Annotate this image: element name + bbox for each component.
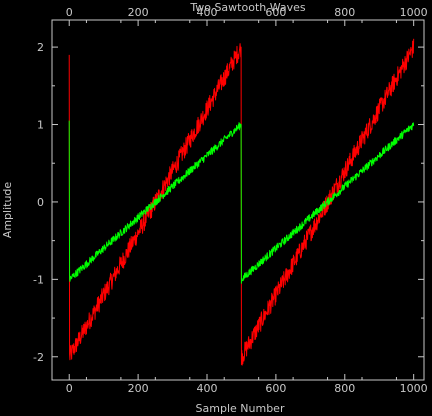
chart-title: Two Sawtooth Waves xyxy=(189,1,306,14)
y-tick-label: 1 xyxy=(37,119,44,132)
x-axis-label: Sample Number xyxy=(196,402,285,415)
x-tick-label-top: 200 xyxy=(128,6,149,19)
series-line-1 xyxy=(68,38,415,366)
y-axis-label: Amplitude xyxy=(1,182,14,239)
x-tick-label-top: 0 xyxy=(66,6,73,19)
x-tick-label-top: 400 xyxy=(197,6,218,19)
x-tick-label-bottom: 1000 xyxy=(400,382,428,395)
x-tick-label-top: 800 xyxy=(334,6,355,19)
series-layer xyxy=(68,38,415,366)
x-tick-label-bottom: 800 xyxy=(334,382,355,395)
y-tick-label: 0 xyxy=(37,196,44,209)
x-tick-label-bottom: 400 xyxy=(197,382,218,395)
plot-frame xyxy=(51,19,425,381)
x-tick-label-bottom: 200 xyxy=(128,382,149,395)
axis-layer: 0 0 200 200 400 400 600 600 800 800 1000 1000 -2 -1 0 1… xyxy=(33,6,428,395)
x-tick-label-bottom: 0 xyxy=(66,382,73,395)
y-tick-label: 2 xyxy=(37,41,44,54)
series-line-2 xyxy=(68,120,415,284)
x-tick-label-bottom: 600 xyxy=(265,382,286,395)
y-tick-label: -1 xyxy=(33,273,44,286)
x-tick-label-top: 600 xyxy=(265,6,286,19)
y-tick-label: -2 xyxy=(33,351,44,364)
x-tick-label-top: 1000 xyxy=(400,6,428,19)
